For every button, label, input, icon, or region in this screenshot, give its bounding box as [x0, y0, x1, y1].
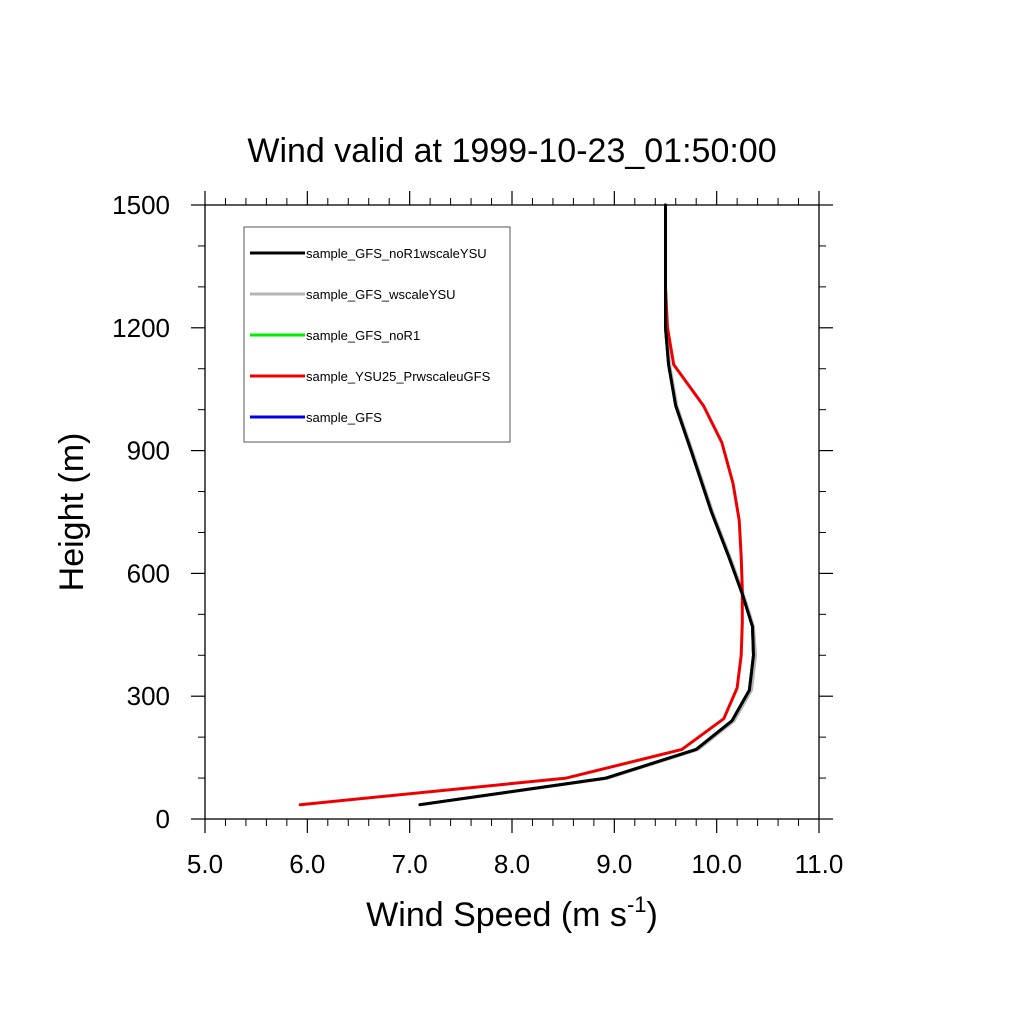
legend-label: sample_YSU25_PrwscaleuGFS: [306, 369, 491, 384]
x-axis-label-tail: ): [647, 896, 658, 934]
legend-label: sample_GFS_wscaleYSU: [306, 287, 456, 302]
x-tick-label: 7.0: [392, 849, 428, 879]
chart-title: Wind valid at 1999-10-23_01:50:00: [247, 132, 776, 170]
y-tick-label: 600: [127, 558, 170, 588]
x-tick-label: 11.0: [795, 849, 844, 879]
series-line: [298, 203, 744, 807]
y-tick-label: 1500: [112, 190, 170, 220]
x-tick-label: 6.0: [289, 849, 325, 879]
x-tick-label: 9.0: [596, 849, 632, 879]
legend: sample_GFS_noR1wscaleYSU sample_GFS_wscal…: [243, 226, 511, 443]
y-tick-label: 1200: [112, 313, 170, 343]
y-tick-label: 0: [156, 804, 170, 834]
x-tick-label: 8.0: [494, 849, 530, 879]
series-layer: [298, 203, 758, 807]
x-tick-label: 5.0: [187, 849, 223, 879]
legend-label: sample_GFS: [306, 410, 382, 425]
legend-label: sample_GFS_noR1wscaleYSU: [306, 246, 487, 261]
y-tick-label: 900: [127, 436, 170, 466]
axes-layer: 5.0 6.0 7.0 8.0 9.0 10.0 11.0 0 300 600 900 1200 150…: [112, 190, 843, 879]
series-line: [418, 203, 755, 807]
x-axis-label-base: Wind Speed (m s: [366, 896, 627, 934]
y-axis-label: Height (m): [53, 433, 91, 592]
x-axis-label: Wind Speed (m s-1): [366, 892, 658, 934]
y-tick-label: 300: [127, 681, 170, 711]
legend-label: sample_GFS_noR1: [306, 328, 420, 343]
x-axis-label-sup: -1: [627, 892, 647, 917]
x-tick-label: 10.0: [691, 849, 742, 879]
